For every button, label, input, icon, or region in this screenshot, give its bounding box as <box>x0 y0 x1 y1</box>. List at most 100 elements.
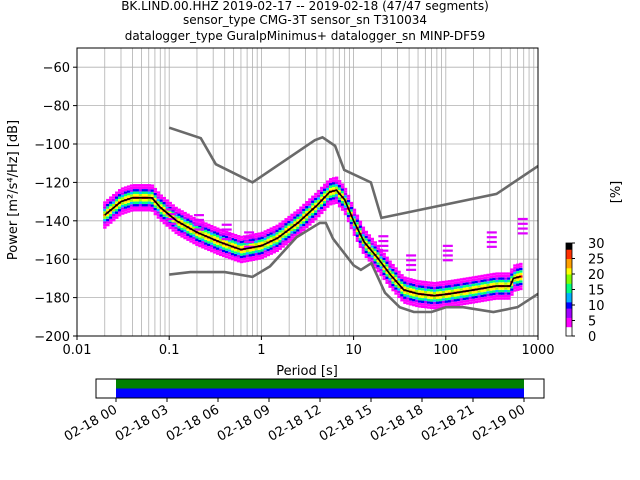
heatmap-cell <box>323 208 327 211</box>
heatmap-cell <box>207 241 211 244</box>
heatmap-cell <box>305 206 309 209</box>
heatmap-cell <box>492 282 496 286</box>
heatmap-cell <box>474 275 478 279</box>
heatmap-cell <box>328 185 333 188</box>
heatmap-cell <box>245 242 250 245</box>
heatmap-cell <box>204 239 208 243</box>
heatmap-cell <box>204 244 208 248</box>
heatmap-cell <box>305 218 309 221</box>
heatmap-cell <box>450 297 455 300</box>
heatmap-cell <box>207 223 211 227</box>
heatmap-cell <box>498 289 502 293</box>
heatmap-cell <box>388 265 392 268</box>
heatmap-cell <box>135 204 140 207</box>
heatmap-cell <box>296 214 300 217</box>
heatmap-cell <box>346 212 351 215</box>
heatmap-cell <box>189 225 193 228</box>
heatmap-cell <box>287 215 291 219</box>
heatmap-cell <box>189 222 193 226</box>
heatmap-cell <box>328 195 333 198</box>
heatmap-cell <box>242 242 247 246</box>
heatmap-cell <box>400 289 404 292</box>
heatmap-cell <box>251 238 256 241</box>
heatmap-cell <box>254 233 259 236</box>
heatmap-cell <box>486 288 490 292</box>
heatmap-cell <box>251 248 256 251</box>
heatmap-cell <box>245 259 250 263</box>
heatmap-cell <box>132 199 137 202</box>
heatmap-cell <box>245 254 250 258</box>
colorbar-segment <box>566 280 572 284</box>
heatmap-cell <box>293 233 297 237</box>
heatmap-cell <box>281 245 285 248</box>
heatmap-cell <box>317 204 321 208</box>
heatmap-cell <box>278 242 282 245</box>
heatmap-cell <box>465 294 470 298</box>
heatmap-cell <box>162 204 166 207</box>
heatmap-cell <box>495 272 499 275</box>
colorbar-segment <box>566 255 572 259</box>
heatmap-cell <box>447 297 452 300</box>
heatmap-cell <box>222 254 226 258</box>
heatmap-cell <box>323 183 327 187</box>
psd-plot-area: 0.01 0.1 1 10 100 1000 −200 −180 −160 −140 −120 −10… <box>34 47 555 358</box>
heatmap-cell <box>153 187 158 191</box>
heatmap-cell <box>450 289 455 293</box>
heatmap-cell <box>441 300 446 304</box>
heatmap-cell <box>447 285 452 288</box>
heatmap-cell <box>302 203 306 207</box>
heatmap-cell <box>311 210 315 213</box>
heatmap-cell <box>168 219 172 222</box>
heatmap-cell <box>126 195 131 198</box>
heatmap-cell <box>284 243 288 246</box>
heatmap-cell <box>263 255 268 258</box>
heatmap-cell <box>216 232 220 235</box>
heatmap-cell <box>141 204 146 207</box>
heatmap-cell <box>180 220 184 223</box>
heatmap-cell <box>165 214 169 217</box>
heatmap-cell <box>195 233 199 236</box>
heatmap-cell <box>272 233 276 236</box>
heatmap-cell <box>504 272 508 275</box>
heatmap-cell <box>126 202 131 206</box>
heatmap-cell <box>388 263 392 266</box>
heatmap-cell <box>364 250 369 254</box>
colorbar-tick-label: 10 <box>588 299 605 314</box>
colorbar-segment <box>566 317 572 321</box>
heatmap-cell <box>311 200 315 203</box>
heatmap-cell <box>281 242 285 246</box>
heatmap-cell <box>159 219 164 222</box>
heatmap-cell <box>474 290 478 294</box>
heatmap-cell <box>507 277 511 280</box>
heatmap-cell <box>349 221 354 225</box>
heatmap-cell <box>165 204 169 207</box>
heatmap-cell <box>501 287 505 290</box>
heatmap-cell <box>409 295 413 299</box>
heatmap-cell <box>260 251 265 255</box>
heatmap-cell <box>159 201 164 205</box>
heatmap-cell <box>230 232 235 236</box>
heatmap-cell <box>132 204 137 207</box>
noise-model-low <box>169 221 538 314</box>
heatmap-cell <box>177 211 181 214</box>
heatmap-cell <box>444 280 449 283</box>
heatmap-cell <box>468 296 473 300</box>
colorbar-segment <box>566 326 572 331</box>
heatmap-cell <box>204 222 208 225</box>
heatmap-cell <box>382 277 386 281</box>
heatmap-cell <box>222 229 226 233</box>
heatmap-cell <box>284 240 288 243</box>
heatmap-cell <box>483 291 487 295</box>
heatmap-cell <box>352 223 357 227</box>
heatmap-cell <box>219 238 223 242</box>
heatmap-cell <box>385 271 389 274</box>
heatmap-cell <box>378 249 389 252</box>
heatmap-cell <box>109 216 113 219</box>
heatmap-cell <box>406 279 410 283</box>
heatmap-cell <box>462 292 467 296</box>
heatmap-cell <box>418 285 422 288</box>
heatmap-cell <box>379 256 383 259</box>
heatmap-cell <box>210 234 214 238</box>
heatmap-cell <box>245 249 250 253</box>
heatmap-cell <box>299 208 303 212</box>
